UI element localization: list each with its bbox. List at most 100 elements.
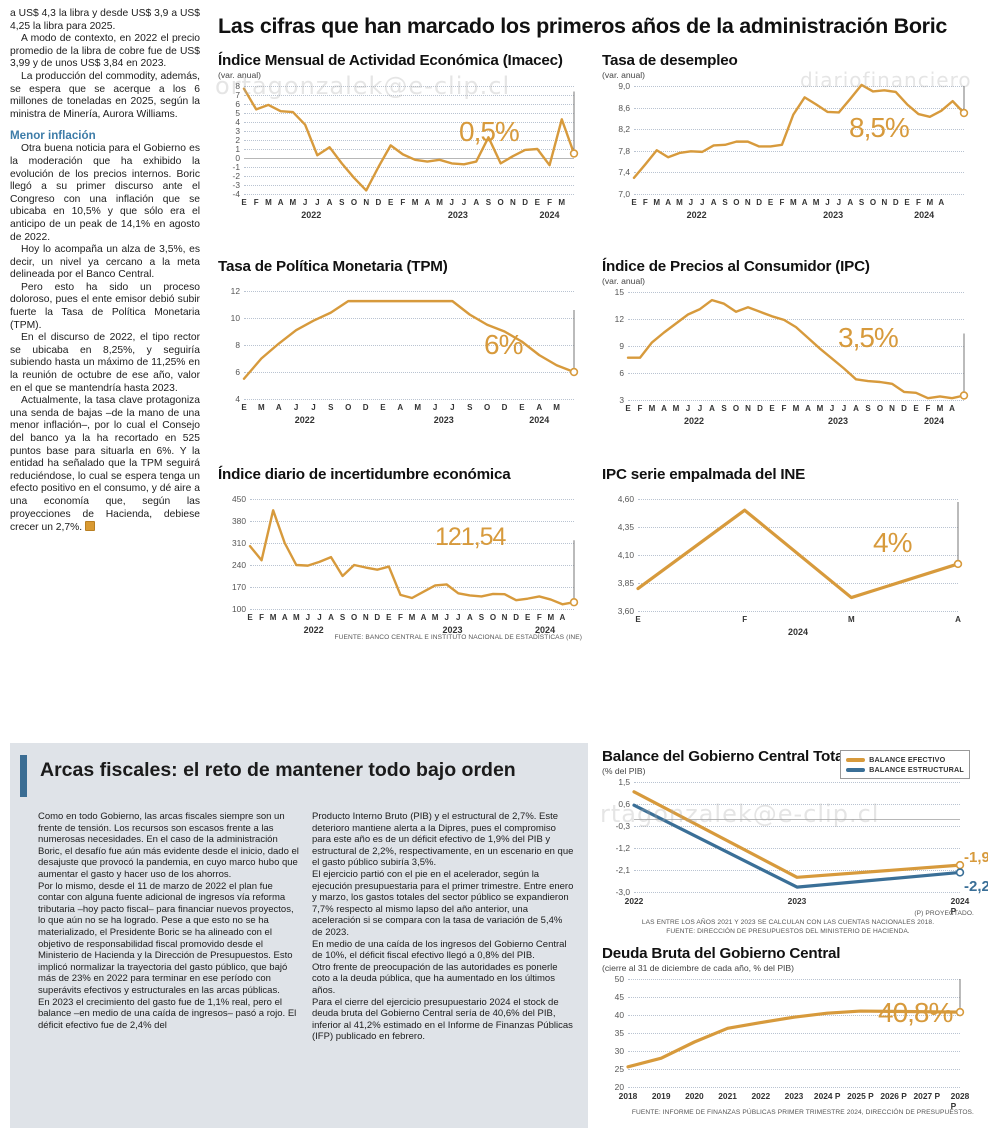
gridline xyxy=(244,131,574,132)
y-axis-tick-label: 3 xyxy=(235,126,240,136)
gridline xyxy=(250,521,574,522)
x-axis-tick-label: F xyxy=(779,198,785,207)
x-axis-tick-label: N xyxy=(509,198,516,207)
x-axis-tick-label: 2026 P xyxy=(880,1091,907,1101)
y-axis-tick-label: 4,60 xyxy=(617,494,634,504)
paragraph: A modo de contexto, en 2022 el precio pr… xyxy=(10,33,200,70)
gridline xyxy=(244,122,574,123)
x-axis-tick-label: J xyxy=(315,198,320,207)
gridline xyxy=(244,291,574,292)
chart-footnote: (P) PROYECTADO. xyxy=(914,910,974,917)
x-axis-tick-label: A xyxy=(397,403,404,412)
y-axis-tick-label: 12 xyxy=(614,314,624,324)
x-axis-tick-label: D xyxy=(756,198,763,207)
x-axis-tick-label: J xyxy=(700,198,705,207)
paragraph-last: Actualmente, la tasa clave protagoniza u… xyxy=(10,395,200,534)
y-axis-tick-label: 8,6 xyxy=(618,102,630,113)
y-axis-tick-label: 3,85 xyxy=(617,578,634,588)
x-axis-tick-label: E xyxy=(625,404,631,413)
paragraph: Otra buena noticia para el Gobierno es l… xyxy=(10,143,200,243)
x-axis-tick-label: O xyxy=(869,198,877,207)
x-axis-tick-label: E xyxy=(386,613,392,622)
x-axis-tick-label: E xyxy=(247,613,253,622)
gridline xyxy=(628,979,960,980)
gridline xyxy=(250,609,574,610)
plot-area: 9,0 8,6 8,2 7,8 7,4 7,0 E F M A M J J A S O N D E F M A M J J A S O… xyxy=(618,81,969,220)
chart-legend: BALANCE EFECTIVO BALANCE ESTRUCTURAL xyxy=(840,750,970,779)
x-axis-tick-label: A xyxy=(536,403,543,412)
x-axis-tick-label: O xyxy=(733,198,740,207)
x-axis-tick-label: M xyxy=(653,198,661,207)
gridline xyxy=(244,194,574,195)
y-axis-tick-label: 9,0 xyxy=(618,81,630,91)
chart-callout-value: 121,54 xyxy=(435,523,506,551)
fiscal-article-column-2: Producto Interno Bruto (PIB) y el estruc… xyxy=(312,811,574,1043)
chart-ipc_empalmada: IPC serie empalmada del INE 4,60 4,35 4,10 3… xyxy=(602,466,980,637)
x-axis-tick-label: A xyxy=(424,198,431,207)
x-axis-tick-label: N xyxy=(501,613,508,622)
x-axis-tick-label: J xyxy=(697,404,703,413)
chart-source: FUENTE: INFORME DE FINANZAS PÚBLICAS PRI… xyxy=(631,1109,974,1116)
chart-footnote: LAS ENTRE LOS AÑOS 2021 Y 2023 SE CALCUL… xyxy=(641,919,935,926)
x-axis-tick-label: S xyxy=(467,403,473,412)
chart-series xyxy=(626,298,969,400)
y-axis-tick-label: 15 xyxy=(614,287,624,297)
x-axis-tick-label: E xyxy=(631,198,637,207)
plot-area: 4,60 4,35 4,10 3,85 3,60 E F M A 2024 4% xyxy=(618,494,963,637)
legend-label: BALANCE EFECTIVO xyxy=(869,755,946,764)
x-axis-tick-label: 2024 P xyxy=(813,1091,841,1101)
x-axis-tick-label: F xyxy=(742,615,748,624)
x-axis-tick-label: E xyxy=(525,613,531,622)
page-title: Las cifras que han marcado los primeros … xyxy=(218,14,948,38)
y-axis-tick-label: 450 xyxy=(232,494,246,504)
x-axis: 2022 2023 2024 P xyxy=(625,896,970,916)
paragraph: Hoy lo acompaña un alza de 3,5%, es deci… xyxy=(10,244,200,281)
gridline xyxy=(244,149,574,150)
y-axis-tick-label: 3 xyxy=(619,395,624,405)
x-axis-tick-label: J xyxy=(450,403,455,412)
y-axis-tick-label: 6 xyxy=(619,368,624,378)
paragraph: Como en todo Gobierno, las arcas fiscale… xyxy=(38,811,299,880)
x-axis-tick-label: A xyxy=(661,404,667,413)
x-axis-tick-label: S xyxy=(339,198,345,207)
chart-title: Índice Mensual de Actividad Económica (I… xyxy=(218,52,563,69)
x-axis-tick-label: E xyxy=(519,403,525,412)
y-axis-tick-label: 7,0 xyxy=(618,189,630,199)
y-axis-tick-label: 10 xyxy=(230,313,240,323)
x-axis-tick-label: J xyxy=(829,404,835,413)
year-label: 2022 xyxy=(301,210,322,220)
gridline xyxy=(634,892,960,893)
x-axis-tick-label: A xyxy=(559,613,566,622)
accent-bar xyxy=(20,755,27,797)
x-axis-tick-label: M xyxy=(847,615,855,624)
x-axis: 2018 2019 2020 2021 2022 2023 2024 P 2025 P 2026… xyxy=(619,1091,970,1111)
x-axis-tick-label: O xyxy=(484,403,491,412)
gridline xyxy=(634,194,964,195)
x-axis-tick-label: E xyxy=(241,403,247,412)
y-axis-tick-label: 9 xyxy=(619,341,624,351)
x-axis-tick-label: M xyxy=(553,403,560,412)
gridline xyxy=(628,400,964,401)
y-axis-tick-label: 310 xyxy=(232,538,246,548)
x-axis-tick-label: F xyxy=(781,404,787,413)
chart-balance: Balance del Gobierno Central Total (% del… xyxy=(602,748,988,935)
year-label: 2023 xyxy=(827,416,849,426)
x-axis-tick-label: E xyxy=(904,198,910,207)
y-axis-tick-label: 6 xyxy=(235,367,240,377)
x-axis-tick-label: D xyxy=(513,613,520,622)
fiscal-article-column-1: Como en todo Gobierno, las arcas fiscale… xyxy=(38,811,300,1031)
paragraph: Por lo mismo, desde el 11 de marzo de 20… xyxy=(38,880,294,996)
fiscal-article-title: Arcas fiscales: el reto de mantener todo… xyxy=(40,759,516,781)
year-label: 2022 xyxy=(686,210,707,220)
y-axis-tick-label: 1 xyxy=(235,144,240,154)
paragraph: Pero esto ha sido un proceso doloroso, p… xyxy=(10,281,200,331)
legend-label: BALANCE ESTRUCTURAL xyxy=(869,765,964,774)
gridline xyxy=(628,997,960,998)
gridline xyxy=(250,565,574,566)
x-axis-tick-label: S xyxy=(478,613,485,622)
year-label: 2023 xyxy=(433,415,454,425)
fiscal-article-panel: Arcas fiscales: el reto de mantener todo… xyxy=(10,743,588,1128)
chart-series xyxy=(242,299,579,380)
